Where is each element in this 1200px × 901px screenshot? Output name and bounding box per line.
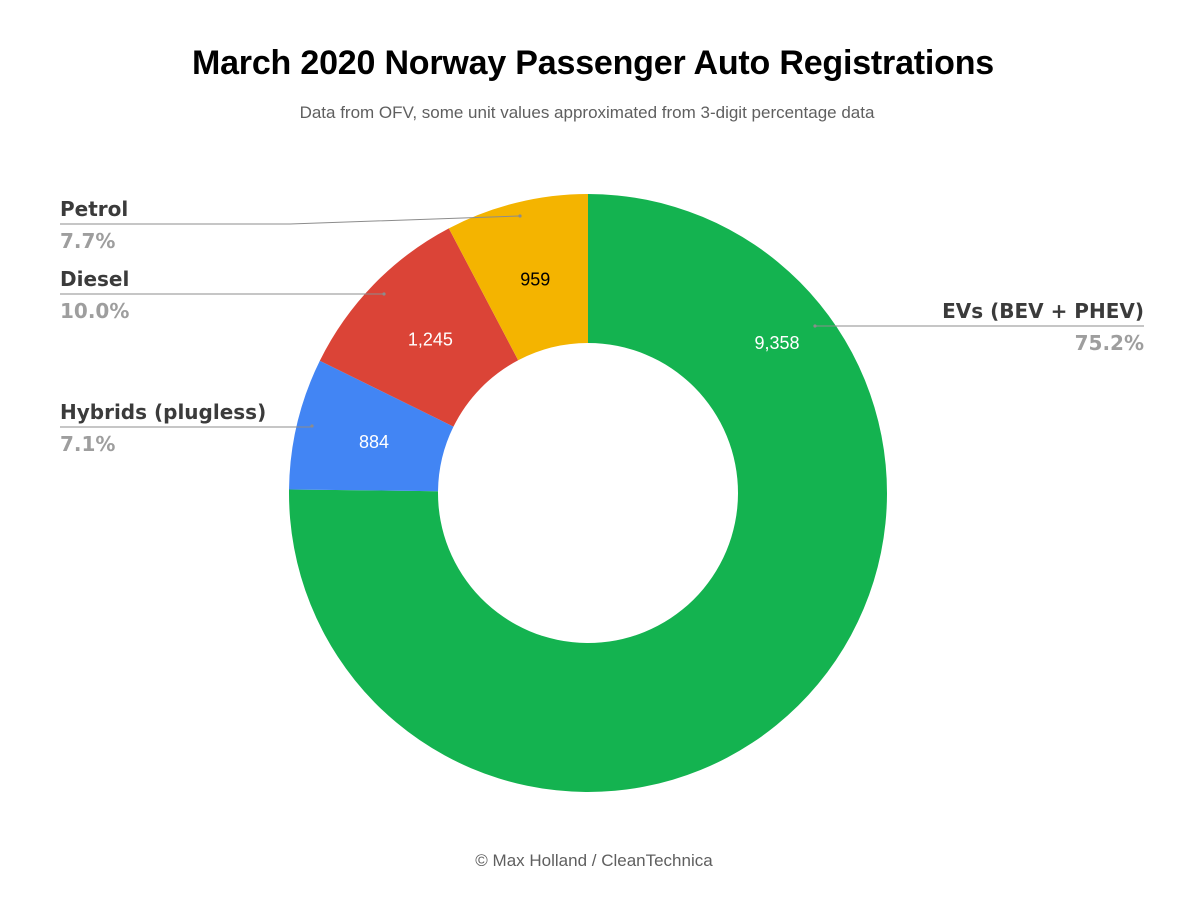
value-label-diesel: 1,245 (408, 329, 453, 349)
value-label-petrol: 959 (520, 269, 550, 289)
value-label-hybrids-plugless: 884 (359, 432, 389, 452)
donut-slices (289, 194, 888, 792)
leader-dot-evs-bev-phev (813, 324, 817, 328)
slice-hybrids-plugless (289, 360, 454, 492)
category-label-evs-bev-phev: EVs (BEV + PHEV) (942, 299, 1144, 323)
slice-petrol (448, 194, 588, 361)
category-label-hybrids-plugless: Hybrids (plugless) (60, 400, 266, 424)
leader-dot-diesel (382, 292, 386, 296)
leader-line-petrol (60, 215, 521, 225)
category-label-diesel: Diesel (60, 267, 129, 291)
slice-diesel (319, 228, 519, 427)
leader-line-hybrids-plugless (60, 425, 313, 428)
chart-title: March 2020 Norway Passenger Auto Registr… (191, 44, 995, 82)
percent-label-hybrids-plugless: 7.1% (60, 432, 115, 456)
percent-label-petrol: 7.7% (60, 229, 115, 253)
slice-evs-bev-phev (289, 194, 888, 792)
leader-dot-petrol (518, 214, 522, 218)
category-label-petrol: Petrol (60, 197, 128, 221)
percent-label-evs-bev-phev: 75.2% (1075, 331, 1144, 355)
leader-dot-hybrids-plugless (310, 424, 314, 428)
chart-subtitle: Data from OFV, some unit values approxim… (299, 103, 875, 122)
slice-labels: 9,358 EVs (BEV + PHEV) 75.2% 884 Hybrids (pl… (60, 197, 1144, 456)
chart-credit: © Max Holland / CleanTechnica (475, 851, 713, 870)
percent-label-diesel: 10.0% (60, 299, 129, 323)
value-label-evs-bev-phev: 9,358 (754, 333, 799, 353)
leader-lines (60, 214, 1144, 428)
